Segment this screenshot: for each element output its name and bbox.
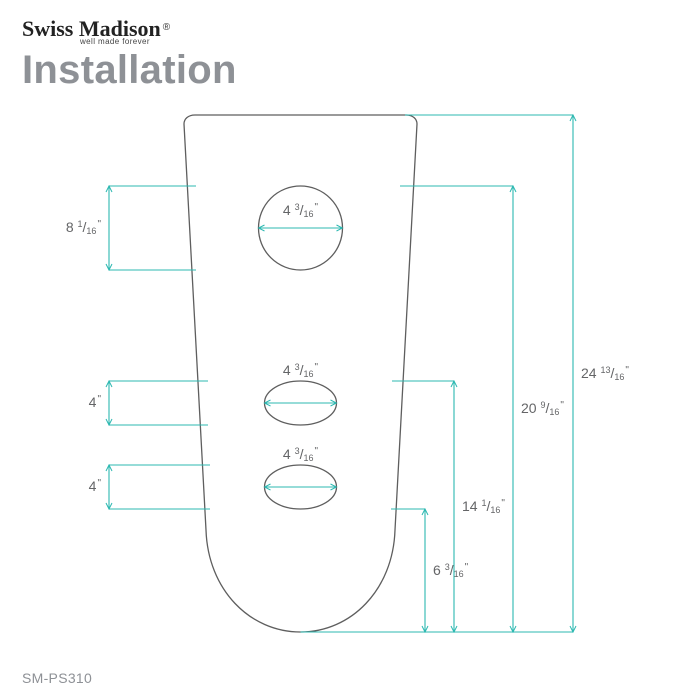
hole-dim-label-1: 4 3/16"	[283, 363, 318, 379]
model-number: SM-PS310	[22, 670, 92, 686]
right-dim-label-3: 6 3/16"	[433, 563, 468, 579]
right-dim-label-0: 24 13/16"	[581, 366, 629, 382]
page-canvas: Swiss Madison® well made forever Install…	[0, 0, 700, 700]
right-dim-label-1: 20 9/16"	[521, 401, 564, 417]
right-dim-label-2: 14 1/16"	[462, 499, 505, 515]
hole-dim-label-0: 4 3/16"	[283, 203, 318, 219]
hole-dim-label-2: 4 3/16"	[283, 447, 318, 463]
left-dim-label-2: 4"	[89, 479, 101, 495]
left-dim-label-0: 8 1/16"	[66, 220, 101, 236]
left-dim-label-1: 4"	[89, 395, 101, 411]
installation-diagram	[0, 0, 700, 700]
